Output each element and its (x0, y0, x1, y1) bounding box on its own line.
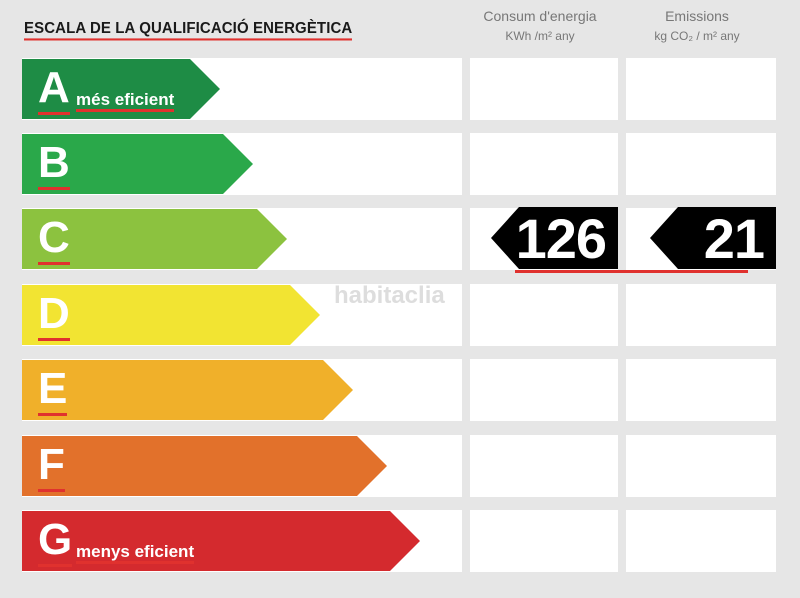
scale-row-f: F (0, 435, 800, 497)
rating-underline (515, 270, 748, 273)
consum-cell (470, 133, 618, 195)
class-arrow-c (22, 209, 287, 269)
consum-cell (470, 58, 618, 120)
scale-row-e: E (0, 359, 800, 421)
class-letter: G (38, 516, 73, 567)
emissions-value: 21 (703, 207, 765, 270)
class-letter: A (38, 64, 70, 115)
watermark: habitaclia (334, 282, 445, 309)
consum-value: 126 (515, 207, 607, 270)
emissions-column-header: Emissions kg CO₂ / m² any (622, 6, 772, 46)
consum-column-header: Consum d'energia KWh /m² any (465, 6, 615, 46)
consum-value-badge: 126 (491, 207, 618, 269)
consum-cell (470, 359, 618, 421)
emissions-label: Emissions (665, 8, 729, 24)
class-arrow-e (22, 360, 353, 420)
emissions-cell (626, 359, 776, 421)
page-title: ESCALA DE LA QUALIFICACIÓ ENERGÈTICA (24, 20, 353, 41)
class-arrow-f (22, 436, 387, 496)
class-letter: F (38, 441, 65, 492)
emissions-cell (626, 58, 776, 120)
class-letter: E (38, 365, 68, 416)
emissions-cell (626, 133, 776, 195)
class-arrow-b (22, 134, 253, 194)
consum-cell (470, 435, 618, 497)
consum-cell (470, 284, 618, 346)
scale-row-d: D (0, 284, 800, 346)
class-letter: C (38, 214, 70, 265)
emissions-cell (626, 510, 776, 572)
emissions-value-badge: 21 (650, 207, 776, 269)
class-letter: D (38, 290, 70, 341)
consum-cell (470, 510, 618, 572)
emissions-cell (626, 435, 776, 497)
scale-row-b: B (0, 133, 800, 195)
class-letter: B (38, 139, 70, 190)
class-label: menys eficient (76, 543, 195, 564)
class-arrow-d (22, 285, 320, 345)
consum-label: Consum d'energia (483, 8, 597, 24)
consum-unit: KWh /m² any (505, 29, 575, 43)
emissions-unit: kg CO₂ / m² any (654, 29, 740, 43)
emissions-cell (626, 284, 776, 346)
class-label: més eficient (76, 91, 175, 112)
